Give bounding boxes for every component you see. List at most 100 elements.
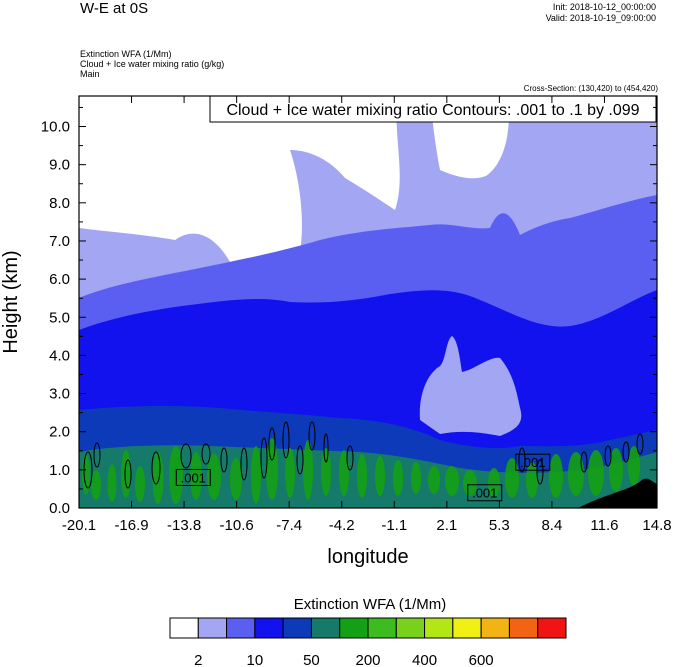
contour-label-box [467,484,503,502]
contour-line [346,445,354,471]
x-tick-label: 5.3 [489,517,510,534]
colorbar-title: Extinction WFA (1/Mm) [293,596,447,613]
x-tick-label: -10.6 [220,517,254,534]
colorbar-swatch [169,617,199,639]
extinction-field: .001 .001 .001 Cloud + Ice water mixing rat… [79,96,657,508]
chart-title: Cloud + Ice water mixing ratio Contours:… [226,102,639,119]
contour-line [536,459,544,485]
fill-green-streak [135,466,145,502]
x-tick-label: -4.2 [329,517,355,534]
contour-line [282,421,290,459]
fill-green-streak [190,452,202,500]
fill-green-streak [445,466,459,496]
field-extinction: Extinction WFA (1/Mm) [80,49,172,59]
contour-line [308,421,316,451]
contour-line [220,447,228,473]
x-tick-label: -16.9 [114,517,148,534]
init-valid-times: Init: 2018-10-12_00:00:00 Valid: 2018-10… [546,2,656,24]
fill-green-streak [251,446,261,504]
fill-green-streak [121,450,131,498]
y-tick-label: 7.0 [49,233,70,250]
colorbar-label: 600 [469,652,494,667]
colorbar-swatch [452,617,482,639]
fill-green-streak [285,448,295,498]
y-tick-label: 0.0 [49,500,70,517]
fill-green-streak [91,470,101,500]
contour-line [636,433,644,455]
x-tick-label: -1.1 [381,517,407,534]
y-tick-label: 6.0 [49,271,70,288]
colorbar-swatch [282,617,312,639]
y-tick-label: 10.0 [41,119,70,136]
contour-line [151,451,161,485]
terrain [578,478,657,508]
fill-green-streak [266,438,278,500]
fill-green-streak [339,450,349,496]
colorbar-swatch [508,617,539,639]
field-descriptions: Extinction WFA (1/Mm) Cloud + Ice water … [80,49,224,79]
fill-green-streak [463,470,477,496]
valid-time: Valid: 2018-10-19_09:00:00 [545,13,656,23]
fill-green-streak [488,468,500,498]
fill-green-streak [303,440,313,500]
contour-line [518,447,526,473]
y-tick-label: 4.0 [49,347,70,364]
colorbar-label: 50 [303,652,320,667]
y-tick-label: 9.0 [49,157,70,174]
fill-green-streak [411,462,421,494]
colorbar-swatch [424,617,454,639]
colorbar: 2 10 50 200 400 600 [169,617,567,667]
colorbar-swatch [395,617,426,639]
fill-green-streak [628,446,640,486]
fill-green-streak [375,456,385,496]
fill-green-streak [82,455,90,495]
tick-labels: -20.1 -16.9 -13.8 -10.6 -7.4 -4.2 -1.1 2.1 5.3 8.… [0,119,672,568]
fill-green-streak [588,450,604,496]
y-tick-label: 2.0 [49,424,70,441]
fill-green-streak [568,452,584,496]
x-tick-label: -13.8 [167,517,201,534]
plot-frame [78,95,658,509]
contour-label-box [515,453,551,471]
x-tick-label: -20.1 [62,517,96,534]
fill-green-streak [549,454,563,498]
fill-green-streak [428,466,440,494]
colorbar-swatch [480,617,510,639]
contour-label: .001 [181,470,206,485]
contour-line [604,445,612,467]
contour-line [201,443,211,465]
fill-lightblue-lower [419,336,522,436]
contour-line [240,447,248,481]
contour-line [268,427,276,461]
init-time: Init: 2018-10-12_00:00:00 [552,2,656,12]
fill-green-streak [609,448,623,492]
contour-label: .001 [520,455,545,470]
colorbar-swatch [197,617,228,639]
colorbar-label: 10 [247,652,264,667]
colorbar-swatch [254,617,284,639]
y-tick-label: 8.0 [49,195,70,212]
y-tick-label: 1.0 [49,462,70,479]
plot-title: W-E at 0S [80,0,149,17]
contour-line [323,433,329,463]
x-axis-label: longitude [327,546,408,568]
y-axis-label: Height (km) [0,250,22,353]
contour-line [296,445,304,475]
contour-line [180,443,192,469]
y-tick-label: 3.0 [49,386,70,403]
fill-green-streak [207,454,221,500]
cross-section-label: Cross-Section: (130,420) to (454,420) [523,84,658,93]
colorbar-swatch [339,617,369,639]
y-tick-label: 5.0 [49,309,70,326]
contour-line [93,442,101,468]
fill-green-streak [357,454,367,498]
chart-title-box [209,96,657,123]
colorbar-swatch [226,617,256,639]
contour-line [124,459,132,489]
contour-line [622,441,630,463]
fill-green-streak [505,458,519,498]
colorbar-label: 400 [412,652,437,667]
fill-green-streak [321,448,331,496]
x-tick-label: 14.8 [642,517,671,534]
